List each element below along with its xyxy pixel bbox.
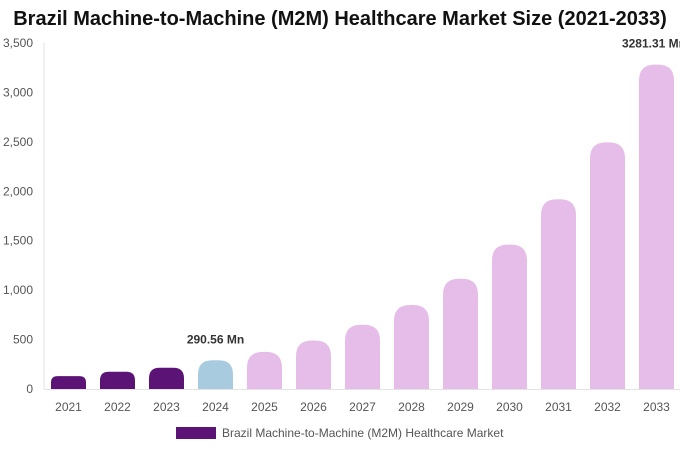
y-tick-label: 3,000 [3, 85, 33, 99]
y-tick-label: 500 [13, 333, 33, 347]
bar-2024 [198, 360, 233, 389]
data-label-2033: 3281.31 Mn [622, 37, 680, 51]
x-tick-label: 2025 [251, 400, 278, 414]
x-tick-label: 2024 [202, 400, 229, 414]
x-tick-label: 2021 [55, 400, 82, 414]
bar-2032 [590, 142, 625, 389]
x-tick-label: 2032 [594, 400, 621, 414]
bar-2029 [443, 278, 478, 389]
y-tick-label: 2,500 [3, 135, 33, 149]
x-tick-label: 2030 [496, 400, 523, 414]
bars [51, 64, 674, 389]
bar-2026 [296, 340, 331, 389]
x-tick-label: 2033 [643, 400, 670, 414]
x-tick-label: 2027 [349, 400, 376, 414]
legend-swatch [176, 427, 216, 439]
bar-2022 [100, 371, 135, 389]
bar-2033 [639, 64, 674, 389]
bar-2028 [394, 304, 429, 389]
y-tick-label: 0 [26, 382, 33, 396]
x-axis: 2021 2022 2023 2024 2025 2026 2027 2028 2029 2030… [44, 389, 680, 414]
y-tick-label: 3,500 [3, 36, 33, 50]
bar-2031 [541, 199, 576, 389]
legend-label: Brazil Machine-to-Machine (M2M) Healthca… [222, 426, 504, 440]
chart-title: Brazil Machine-to-Machine (M2M) Healthca… [13, 8, 667, 30]
y-axis: 0 500 1,000 1,500 2,000 2,500 3,000 3,500 [3, 36, 45, 396]
bar-2023 [149, 367, 184, 389]
legend: Brazil Machine-to-Machine (M2M) Healthca… [176, 425, 503, 441]
x-tick-label: 2029 [447, 400, 474, 414]
y-tick-label: 1,000 [3, 283, 33, 297]
data-labels: 290.56 Mn 3281.31 Mn [187, 37, 680, 347]
bar-2025 [247, 351, 282, 389]
y-tick-label: 2,000 [3, 184, 33, 198]
bar-2027 [345, 324, 380, 389]
bar-2021 [51, 376, 86, 389]
bar-2030 [492, 244, 527, 389]
x-tick-label: 2022 [104, 400, 131, 414]
x-tick-label: 2031 [545, 400, 572, 414]
x-tick-label: 2026 [300, 400, 327, 414]
x-tick-label: 2028 [398, 400, 425, 414]
y-tick-label: 1,500 [3, 234, 33, 248]
data-label-2024: 290.56 Mn [187, 332, 244, 346]
x-tick-label: 2023 [153, 400, 180, 414]
